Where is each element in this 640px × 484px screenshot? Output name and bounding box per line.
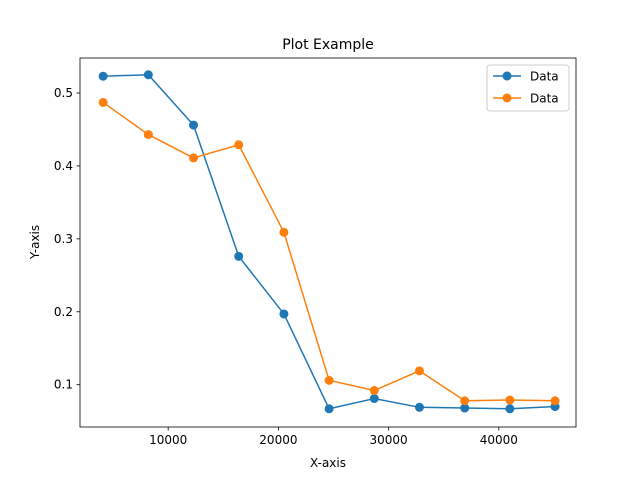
series-1-point — [369, 394, 379, 404]
y-tick-label: 0.5 — [54, 86, 73, 100]
series-2-point — [189, 153, 199, 163]
series-2-point — [324, 375, 334, 385]
x-tick-label: 40000 — [480, 433, 518, 447]
legend-marker-1 — [502, 71, 512, 81]
y-tick-label: 0.2 — [54, 305, 73, 319]
series-2-point — [460, 396, 470, 406]
y-tick-label: 0.3 — [54, 232, 73, 246]
axes-layer: 10000 20000 30000 40000 0.1 0.2 0.3 0.4 0.5 — [54, 57, 577, 447]
series-2-point — [279, 227, 289, 237]
series-2-point — [234, 140, 244, 150]
series-1-point — [324, 404, 334, 414]
legend: Data Data — [486, 64, 570, 112]
series-1-point — [234, 251, 244, 261]
x-tick-label: 30000 — [370, 433, 408, 447]
x-tick-label: 20000 — [259, 433, 297, 447]
y-tick-label: 0.1 — [54, 378, 73, 392]
series-1-point — [279, 309, 289, 319]
plot-area — [80, 58, 576, 427]
series-2-point — [143, 130, 153, 140]
series-2-point — [369, 386, 379, 396]
plot-background — [80, 58, 576, 427]
axes-frame — [79, 57, 577, 428]
series-1-point — [98, 71, 108, 81]
series-2-point — [414, 366, 424, 376]
legend-label-2: Data — [530, 92, 559, 106]
series-1-point — [414, 402, 424, 412]
series-1-point — [505, 404, 515, 414]
x-axis-label: X-axis — [310, 456, 346, 470]
y-tick-label: 0.4 — [54, 159, 73, 173]
x-tick-label: 10000 — [149, 433, 187, 447]
series-2-point — [98, 97, 108, 107]
legend-label-1: Data — [530, 70, 559, 84]
y-axis-label: Y-axis — [28, 225, 42, 260]
series-layer — [98, 70, 560, 414]
series-2-point — [550, 396, 560, 406]
legend-marker-2 — [502, 93, 512, 103]
chart-title: Plot Example — [282, 37, 374, 53]
series-2-point — [505, 395, 515, 405]
series-1-point — [189, 120, 199, 130]
series-1-point — [143, 70, 153, 80]
